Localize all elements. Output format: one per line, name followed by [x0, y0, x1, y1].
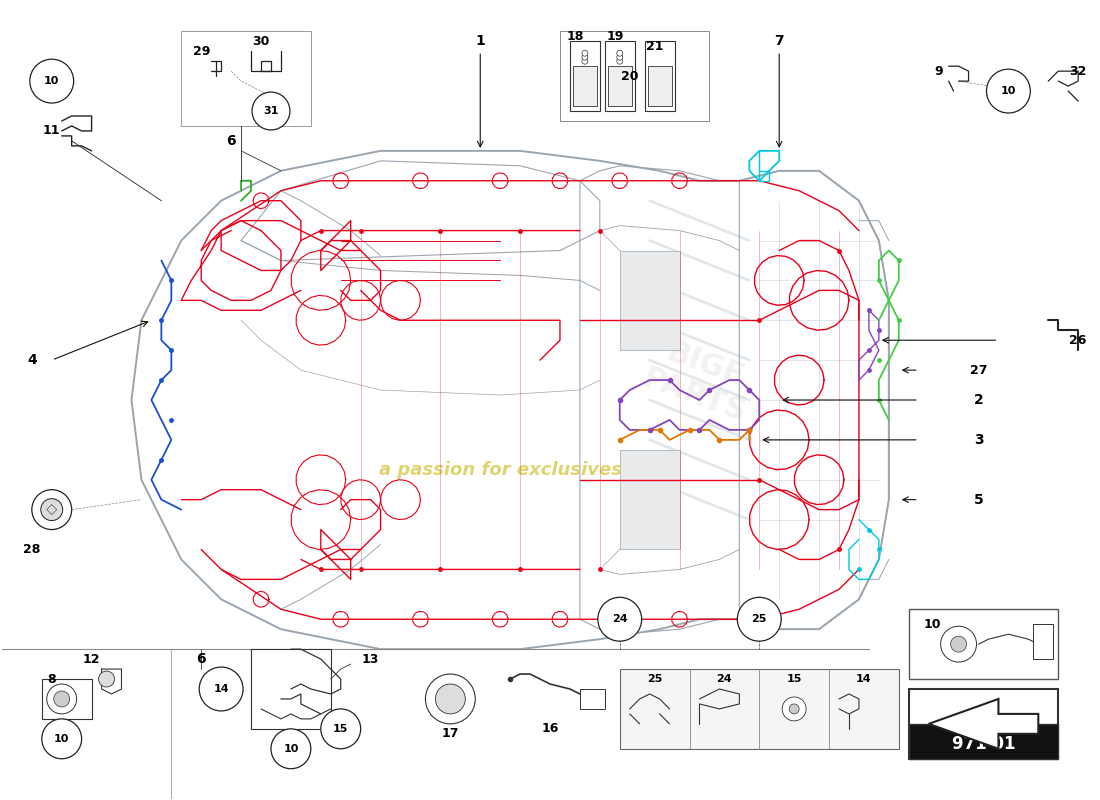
- FancyBboxPatch shape: [909, 689, 1058, 758]
- Text: 15: 15: [786, 674, 802, 684]
- Text: BIGE
PARTS: BIGE PARTS: [638, 332, 761, 428]
- Circle shape: [617, 58, 623, 64]
- FancyBboxPatch shape: [251, 649, 331, 729]
- Text: 11: 11: [43, 125, 60, 138]
- Text: 17: 17: [441, 727, 459, 740]
- FancyBboxPatch shape: [619, 669, 899, 749]
- Text: 19: 19: [606, 30, 624, 42]
- Circle shape: [199, 667, 243, 711]
- Text: 9: 9: [934, 65, 943, 78]
- FancyBboxPatch shape: [570, 42, 600, 111]
- Polygon shape: [928, 699, 1038, 749]
- Text: 24: 24: [716, 674, 733, 684]
- Text: 5: 5: [974, 493, 983, 506]
- Text: 21: 21: [646, 40, 663, 53]
- Text: 6: 6: [197, 652, 206, 666]
- Circle shape: [436, 684, 465, 714]
- FancyBboxPatch shape: [608, 66, 631, 106]
- Text: 971 01: 971 01: [952, 735, 1015, 753]
- Text: 8: 8: [47, 673, 56, 686]
- Text: 2: 2: [974, 393, 983, 407]
- Circle shape: [271, 729, 311, 769]
- Circle shape: [30, 59, 74, 103]
- FancyBboxPatch shape: [648, 66, 672, 106]
- FancyBboxPatch shape: [909, 724, 1058, 758]
- Text: 18: 18: [566, 30, 584, 42]
- Text: 20: 20: [621, 70, 638, 82]
- Text: 15: 15: [333, 724, 349, 734]
- Text: 25: 25: [647, 674, 662, 684]
- Text: 14: 14: [213, 684, 229, 694]
- FancyBboxPatch shape: [619, 450, 680, 550]
- Circle shape: [54, 691, 69, 707]
- Text: 10: 10: [283, 744, 298, 754]
- Circle shape: [597, 598, 641, 641]
- FancyBboxPatch shape: [182, 31, 311, 126]
- Circle shape: [789, 704, 799, 714]
- FancyBboxPatch shape: [619, 250, 680, 350]
- FancyBboxPatch shape: [605, 42, 635, 111]
- FancyBboxPatch shape: [1033, 624, 1053, 659]
- Circle shape: [737, 598, 781, 641]
- Circle shape: [42, 719, 81, 758]
- Text: 12: 12: [82, 653, 100, 666]
- Text: 10: 10: [1001, 86, 1016, 96]
- Circle shape: [782, 697, 806, 721]
- Circle shape: [426, 674, 475, 724]
- Circle shape: [940, 626, 977, 662]
- Circle shape: [582, 58, 587, 64]
- Text: 13: 13: [362, 653, 380, 666]
- Text: 32: 32: [1069, 65, 1087, 78]
- Text: 4: 4: [26, 353, 36, 367]
- Text: 31: 31: [263, 106, 278, 116]
- Circle shape: [41, 498, 63, 521]
- Text: 25: 25: [751, 614, 767, 624]
- Text: 10: 10: [54, 734, 69, 744]
- FancyBboxPatch shape: [909, 610, 1058, 679]
- Circle shape: [950, 636, 967, 652]
- Text: 29: 29: [192, 45, 210, 58]
- Text: 7: 7: [774, 34, 784, 48]
- FancyBboxPatch shape: [645, 42, 674, 111]
- Circle shape: [617, 54, 623, 60]
- Text: 27: 27: [970, 364, 988, 377]
- Text: 28: 28: [23, 543, 41, 556]
- Circle shape: [47, 684, 77, 714]
- FancyBboxPatch shape: [42, 679, 91, 719]
- Text: a passion for exclusives: a passion for exclusives: [378, 461, 622, 478]
- Circle shape: [32, 490, 72, 530]
- Circle shape: [582, 50, 587, 56]
- Text: 1: 1: [475, 34, 485, 48]
- Text: 10: 10: [924, 618, 942, 630]
- Text: 16: 16: [541, 722, 559, 735]
- FancyBboxPatch shape: [580, 689, 605, 709]
- Text: 26: 26: [1069, 334, 1087, 346]
- Text: 24: 24: [612, 614, 628, 624]
- Circle shape: [99, 671, 114, 687]
- Text: 3: 3: [974, 433, 983, 447]
- Circle shape: [252, 92, 290, 130]
- FancyBboxPatch shape: [560, 31, 710, 121]
- Circle shape: [987, 69, 1031, 113]
- FancyBboxPatch shape: [573, 66, 597, 106]
- Circle shape: [582, 54, 587, 60]
- Circle shape: [321, 709, 361, 749]
- Text: 10: 10: [44, 76, 59, 86]
- Circle shape: [617, 50, 623, 56]
- Text: 14: 14: [856, 674, 871, 684]
- Text: 30: 30: [252, 34, 270, 48]
- Text: 6: 6: [227, 134, 235, 148]
